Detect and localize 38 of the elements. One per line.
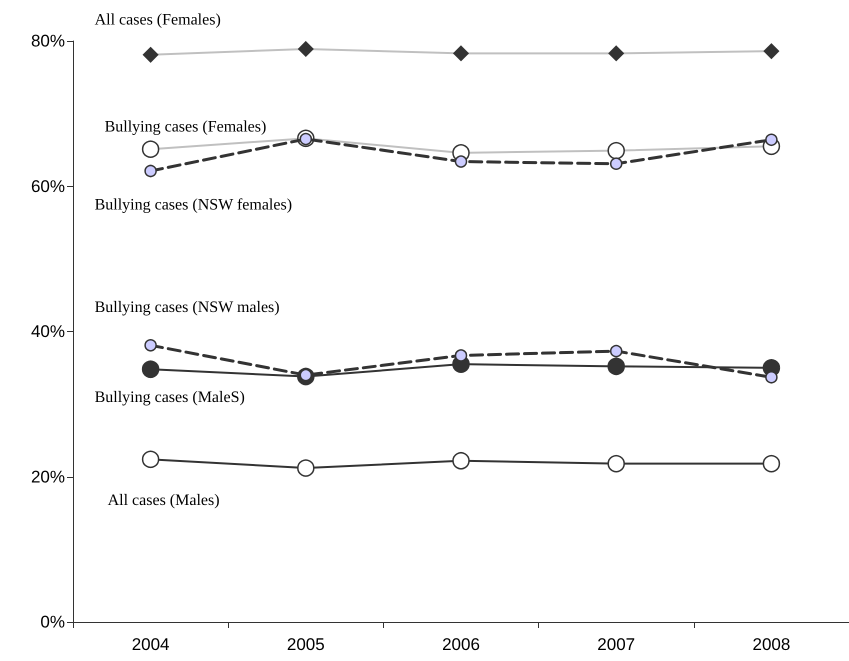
series-label: Bullying cases (Females): [104, 118, 266, 136]
point: [144, 339, 157, 352]
point: [142, 360, 160, 378]
point: [142, 450, 160, 468]
series-label: All cases (Males): [108, 492, 220, 509]
point: [142, 47, 158, 63]
point: [764, 43, 780, 59]
point: [607, 142, 625, 160]
y-tick-label: 80%: [30, 32, 65, 50]
point: [454, 155, 468, 168]
point: [297, 459, 315, 477]
point: [298, 41, 314, 57]
series-label: All cases (Females): [94, 11, 221, 28]
y-tick-label: 60%: [30, 176, 65, 196]
y-tick-label: 40%: [30, 322, 65, 341]
y-tick-label: 20%: [30, 467, 65, 486]
point: [454, 349, 468, 362]
x-tick-label: 2006: [442, 635, 480, 654]
point: [142, 140, 160, 158]
x-tick-label: 2007: [597, 635, 636, 654]
point: [453, 46, 469, 62]
x-tick-label: 2008: [752, 635, 790, 654]
x-tick-label: 2005: [286, 635, 325, 654]
point: [765, 371, 778, 384]
point: [144, 164, 157, 178]
point: [608, 46, 624, 62]
text: Bullying cases (NSW males): [94, 298, 280, 316]
point: [610, 344, 622, 358]
y-tick-label: 0%: [40, 612, 65, 632]
series-label: Bullying cases (MaleS): [94, 388, 245, 406]
point: [452, 452, 470, 470]
point: [610, 157, 622, 170]
point: [607, 454, 625, 472]
point: [765, 134, 778, 146]
text: Bullying cases (NSW females): [94, 196, 292, 214]
point: [762, 454, 780, 472]
point: [607, 358, 625, 376]
x-tick-label: 2004: [132, 635, 170, 654]
